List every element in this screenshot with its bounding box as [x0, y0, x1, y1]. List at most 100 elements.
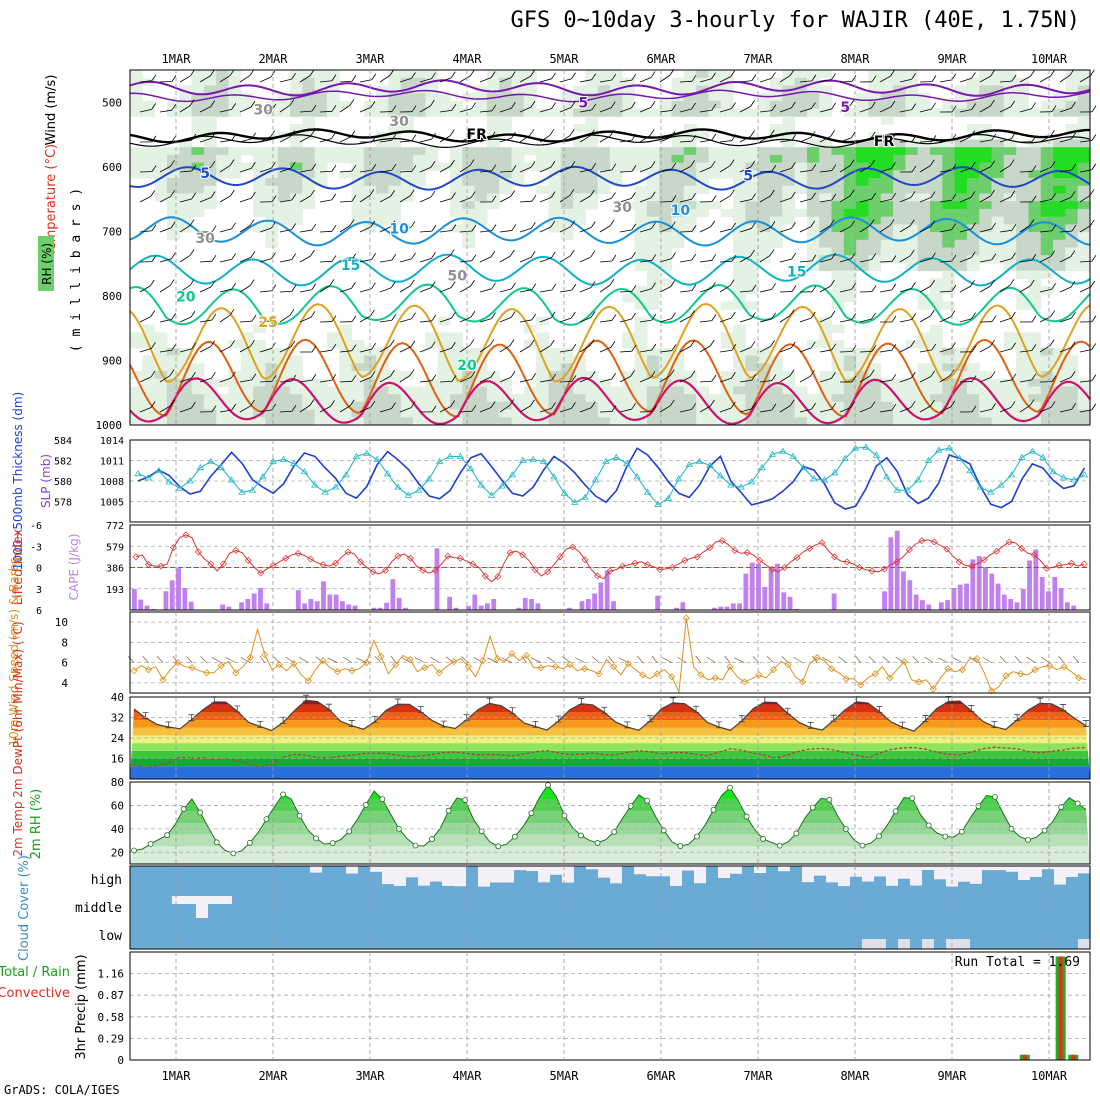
cape-bar [377, 607, 383, 610]
rh-cell [560, 201, 574, 210]
rh-cell [277, 154, 291, 164]
rh-cell [302, 154, 316, 164]
wind-barb [859, 375, 871, 383]
high-cloud-gap [694, 866, 706, 884]
cape-bar [1052, 576, 1058, 610]
rh-cell [757, 100, 771, 110]
rh-cell [474, 417, 488, 426]
rh-cell [203, 162, 217, 171]
wind-barb-flag [691, 253, 697, 261]
wind-barb-flag [311, 283, 317, 290]
wind-barb [579, 168, 592, 173]
rh-cell [745, 409, 759, 418]
wind-barb [939, 229, 952, 233]
wind-barb-flag [189, 279, 195, 286]
rh-cell [511, 154, 525, 164]
wind-barb [139, 196, 151, 203]
wind-barb-flag [1091, 374, 1097, 381]
minmax-errorbar [325, 703, 332, 711]
rh-cell [585, 70, 599, 79]
high-cloud-gap [370, 866, 382, 872]
rh-cell [573, 378, 586, 387]
rh-cell [376, 386, 389, 395]
cape-bar [598, 582, 604, 610]
thickness-marker [654, 500, 662, 507]
wind-barb-flag [529, 339, 535, 347]
rh-cell [770, 100, 783, 110]
rh-cell [905, 100, 919, 110]
minmax-errorbar [1060, 704, 1067, 711]
rh-cell [856, 370, 869, 380]
wind-speed-marker [595, 670, 603, 678]
wind-barb [419, 230, 432, 233]
minmax-errorbar [601, 706, 608, 714]
wind-barb [1019, 259, 1032, 263]
rh-cell [486, 386, 500, 395]
rh-cell [228, 93, 242, 102]
rh-cell [843, 278, 857, 287]
rh-cell [339, 147, 353, 156]
wind-barb-flag [810, 131, 816, 138]
rh-cell [917, 154, 931, 164]
wind-barb-flag [829, 219, 835, 226]
rh-cell [511, 108, 525, 117]
wind-barb-flag [309, 399, 315, 406]
rh-cell [880, 70, 894, 79]
rh-cell [1065, 70, 1079, 79]
wind-barb-flag [551, 373, 557, 381]
cape-bar [308, 598, 314, 610]
rh-cell [462, 401, 476, 411]
minmax-errorbar [670, 697, 677, 705]
rh-cell [413, 93, 426, 102]
rh-cell [1040, 139, 1054, 148]
high-cloud-gap [382, 866, 394, 885]
rh-cell [1016, 77, 1029, 86]
rh-cell [326, 100, 340, 110]
rh-marker [793, 830, 800, 837]
rh-cell [585, 93, 599, 102]
wind-barb-flag [451, 311, 456, 319]
rh-cell [831, 170, 845, 179]
wind-barb [339, 380, 353, 383]
wind-barb-flag [210, 100, 216, 107]
wind-barb [259, 76, 272, 83]
surface-wind-barb [521, 655, 527, 663]
rh-cell [486, 409, 500, 418]
wind-barb-flag [390, 190, 395, 197]
wind-barb [879, 106, 892, 113]
wind-barb-flag [771, 312, 776, 320]
wind-speed-marker [319, 657, 327, 665]
rh-marker [313, 835, 320, 842]
rh-cell [573, 100, 586, 110]
wind-barb-flag [570, 161, 576, 168]
wind-barb-flag [489, 339, 495, 346]
cape-bar [321, 581, 326, 610]
rh-cell [819, 262, 833, 272]
cape-bar [730, 603, 736, 610]
cape-bar [485, 603, 490, 610]
thickness-marker [259, 473, 267, 480]
rh-cell [671, 201, 685, 210]
rh-marker [280, 791, 286, 798]
li-marker [294, 549, 302, 557]
rh-marker [677, 843, 684, 849]
rh-cell [671, 85, 685, 94]
rh-cell [831, 340, 845, 349]
wind-barb-flag [531, 194, 537, 202]
rh-cell [486, 108, 500, 117]
wind-barb-flag [589, 339, 595, 346]
wind-speed-marker [624, 660, 632, 668]
wind-barb [1039, 198, 1052, 203]
rh-cell [757, 201, 771, 210]
rh-cell [966, 170, 980, 179]
wind-barb-flag [431, 252, 436, 259]
minmax-errorbar [165, 721, 172, 729]
rh-cell [597, 185, 611, 194]
rh-cell [474, 147, 488, 156]
high-cloud-gap [730, 866, 742, 874]
wind-barb-flag [711, 282, 716, 289]
wind-barb [979, 105, 991, 113]
rh-cell [1028, 208, 1042, 218]
wind-barb-flag [611, 73, 617, 81]
wind-barb-flag [691, 192, 696, 200]
